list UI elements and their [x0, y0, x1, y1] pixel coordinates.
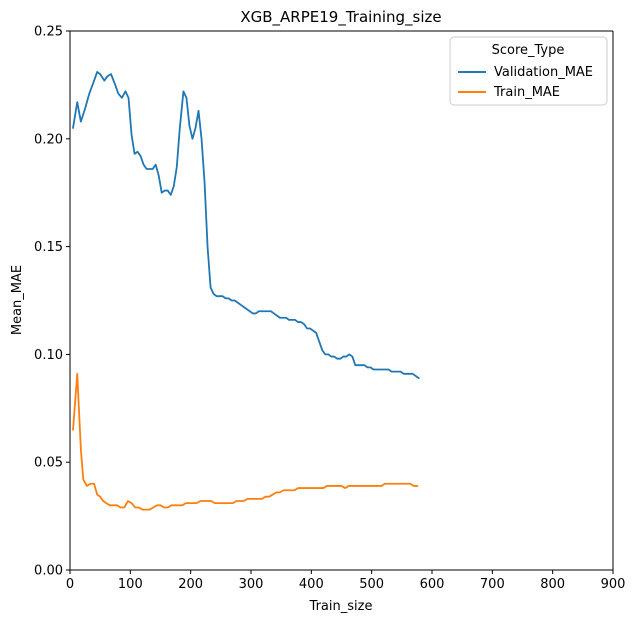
x-axis-label: Train_size: [309, 599, 373, 614]
legend: Score_Type Validation_MAE Train_MAE: [449, 36, 608, 106]
y-tick-label: 0.10: [34, 348, 63, 363]
series-line-train: [72, 372, 419, 511]
x-tick-label: 900: [601, 577, 626, 592]
x-tick-label: 0: [66, 577, 74, 592]
plot-area: [70, 31, 613, 570]
y-tick-label: 0.25: [34, 25, 63, 40]
axes-layer: [69, 30, 614, 571]
y-ticks: 0.00 0.05 0.10 0.15 0.20 0.25: [34, 25, 70, 579]
legend-box: [449, 36, 608, 106]
y-tick-label: 0.20: [34, 132, 63, 147]
series-line-validation: [72, 71, 420, 380]
x-tick-label: 400: [299, 577, 324, 592]
y-axis-label: Mean_MAE: [10, 265, 25, 335]
x-ticks: 0 100 200 300 400 500 600 700 800 900: [66, 570, 626, 592]
series-layer: [72, 71, 420, 511]
x-tick-label: 700: [480, 577, 505, 592]
x-tick-label: 500: [359, 577, 384, 592]
y-tick-label: 0.05: [34, 456, 63, 471]
x-tick-label: 100: [118, 577, 143, 592]
x-tick-label: 800: [540, 577, 565, 592]
y-tick-label: 0.15: [34, 240, 63, 255]
y-tick-label: 0.00: [34, 564, 63, 579]
x-tick-label: 200: [178, 577, 203, 592]
legend-label-train: Train_MAE: [493, 85, 560, 100]
chart-title: XGB_ARPE19_Training_size: [240, 8, 441, 27]
x-tick-label: 600: [420, 577, 445, 592]
legend-label-validation: Validation_MAE: [494, 65, 593, 80]
legend-title: Score_Type: [492, 43, 565, 58]
x-tick-label: 300: [239, 577, 264, 592]
